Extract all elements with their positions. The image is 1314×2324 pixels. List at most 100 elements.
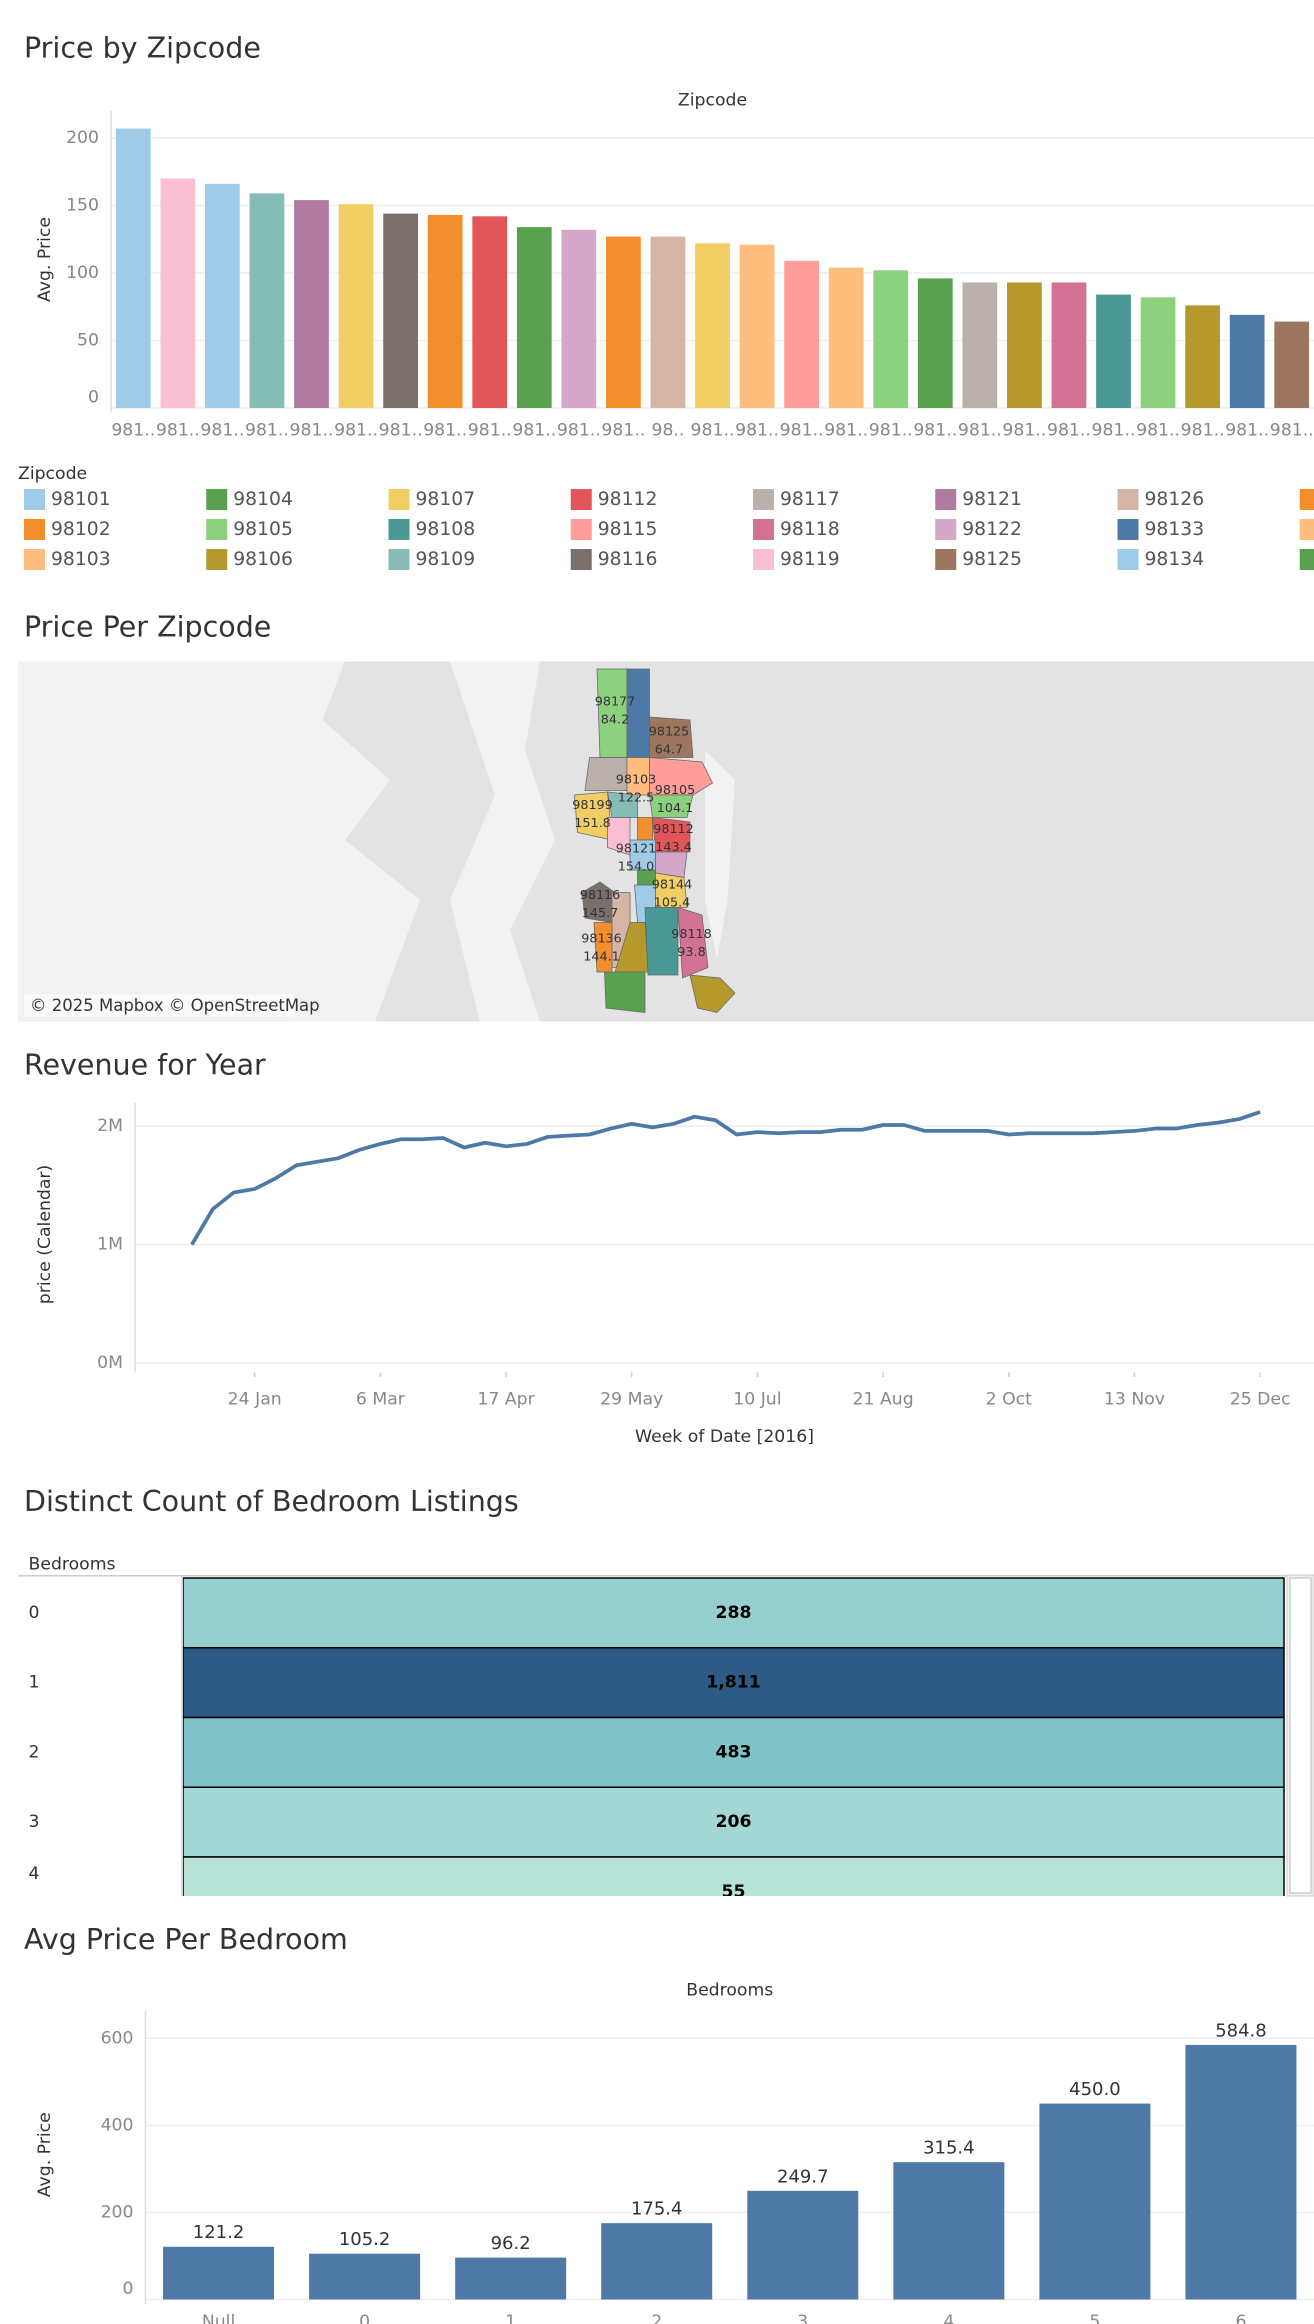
region (689, 974, 736, 1013)
map-water (705, 750, 735, 961)
bar (695, 243, 730, 409)
region-value: 64.7 (655, 743, 683, 758)
region-value: 105.4 (654, 896, 691, 911)
region-value: 104.1 (657, 801, 694, 816)
x-tick-label: 981.. (512, 421, 556, 441)
region-name: 98144 (652, 878, 693, 893)
chart-title: Distinct Count of Bedroom Listings (24, 1485, 519, 1518)
table-cell (182, 1856, 1285, 1897)
legend-label: 98109 (416, 549, 476, 570)
row-label: 2 (29, 1742, 40, 1762)
x-tick-label: 1 (505, 2312, 516, 2324)
region (593, 922, 613, 973)
bar (516, 227, 552, 409)
bar (309, 2253, 421, 2300)
legend-label: 98112 (598, 489, 658, 510)
legend-label: 98105 (233, 519, 293, 540)
table-body: 0 288 1 1,811 2 483 3 206 4 55 (29, 1577, 1285, 1902)
bar (1096, 294, 1131, 409)
row-label: 0 (29, 1603, 40, 1623)
region (604, 971, 646, 1013)
region-value: 143.4 (655, 840, 692, 855)
region (649, 794, 694, 818)
legend-label: 98102 (51, 519, 111, 540)
bar (1051, 282, 1087, 409)
y-tick-label: 2M (97, 1116, 123, 1136)
x-tick-label: 981.. (156, 421, 200, 441)
bar (294, 200, 329, 409)
legend-swatch (24, 489, 45, 511)
legend-swatch (388, 549, 410, 571)
x-axis-title: Week of Date [2016] (635, 1427, 814, 1447)
x-tick-label: 981.. (824, 421, 868, 441)
bar (650, 236, 686, 409)
legend-label: 98104 (233, 489, 293, 510)
x-tick-label: 17 Apr (477, 1390, 535, 1410)
legend-label: 98118 (780, 519, 840, 540)
legend-label: 98117 (780, 489, 840, 510)
bar (472, 216, 508, 409)
x-tick-label: 4 (943, 2312, 954, 2324)
legend-label: 98115 (598, 519, 658, 540)
bar (1229, 314, 1265, 409)
bar (917, 278, 953, 409)
x-tick-label: 0 (359, 2312, 370, 2324)
x-tick-label: 981.. (423, 421, 467, 441)
scrollbar-thumb[interactable] (1289, 1577, 1312, 1894)
y-tick-label: 0M (97, 1353, 123, 1373)
attribution-bg (24, 994, 294, 1018)
region-name: 98177 (595, 695, 636, 710)
legend-label: 98134 (1145, 549, 1205, 570)
x-tick-label: 29 May (600, 1390, 663, 1410)
y-tick-label: 600 (101, 2028, 134, 2048)
cell-label: 55 (721, 1882, 745, 1902)
y-tick-label: 150 (66, 196, 99, 216)
legend-swatch (570, 519, 592, 541)
bar (962, 282, 998, 409)
x-tick-label: 981.. (245, 421, 289, 441)
cell-label: 483 (715, 1742, 751, 1762)
region (649, 757, 713, 796)
line (190, 1110, 1261, 1246)
x-tick-label: 6 Mar (356, 1390, 406, 1410)
legend-label: 98119 (780, 549, 840, 570)
legend-label: 98101 (51, 489, 111, 510)
x-axis-title: Zipcode (678, 91, 747, 111)
chart-title: Avg Price Per Bedroom (24, 1923, 348, 1956)
x-tick-label: 981.. (200, 421, 244, 441)
region-value: 145.7 (582, 906, 619, 921)
x-tick-label: 981.. (735, 421, 779, 441)
y-axis-title: Avg. Price (35, 217, 55, 302)
legend-swatch (1117, 489, 1139, 511)
y-tick-label: 1M (97, 1235, 123, 1255)
region-name: 98112 (653, 822, 694, 837)
y-tick-label: 0 (88, 388, 99, 408)
data-label: 175.4 (631, 2199, 683, 2220)
x-tick-label: 981.. (1181, 421, 1225, 441)
row-label: 4 (29, 1864, 40, 1884)
region-name: 98125 (649, 725, 690, 740)
legend-title: Zipcode (18, 464, 87, 484)
x-tick-label: 21 Aug (853, 1390, 914, 1410)
cell-label: 288 (715, 1603, 751, 1623)
bar (383, 213, 418, 409)
map-water (450, 661, 555, 1022)
data-label: 96.2 (491, 2233, 531, 2254)
bar (1039, 2103, 1151, 2300)
legend-swatch (206, 549, 228, 571)
legend-label: 98133 (1145, 519, 1205, 540)
y-tick-label: 50 (77, 331, 99, 351)
region-value: 151.8 (574, 816, 611, 831)
x-tick-label: 981.. (1002, 421, 1046, 441)
x-tick-label: 981.. (691, 421, 735, 441)
chart-title: Price by Zipcode (24, 32, 261, 65)
legend-swatch (1299, 519, 1314, 541)
bar (1007, 282, 1042, 409)
data-label: 121.2 (193, 2222, 245, 2243)
legend-swatch (570, 489, 592, 511)
x-tick-label: 24 Jan (228, 1390, 282, 1410)
bar (561, 229, 597, 409)
legend-swatch (24, 519, 45, 541)
